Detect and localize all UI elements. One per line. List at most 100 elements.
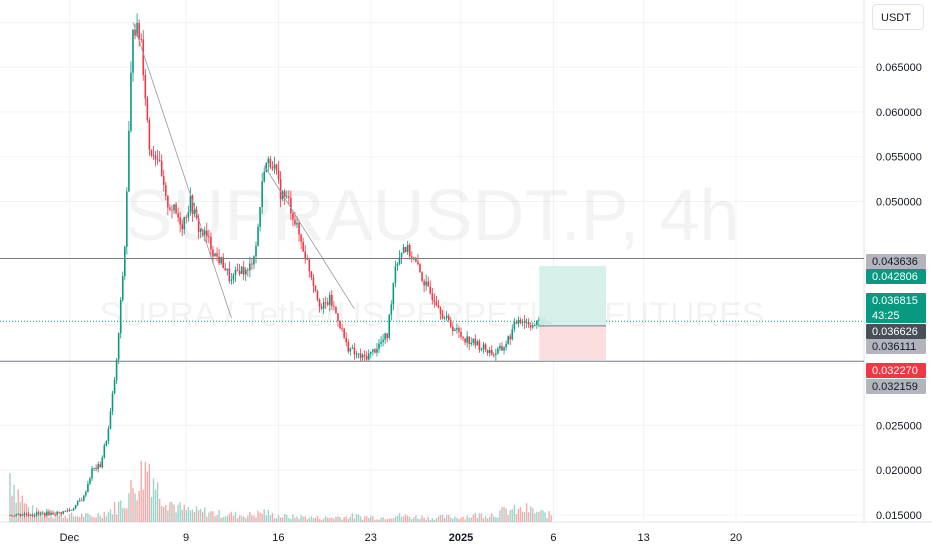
- candle-body: [15, 514, 17, 517]
- candle-body: [64, 510, 67, 512]
- volume-bar: [486, 518, 489, 522]
- volume-bar: [107, 512, 110, 522]
- volume-bar: [253, 515, 255, 522]
- candle-body: [130, 72, 132, 131]
- candle-body: [367, 353, 370, 360]
- candle-body: [288, 196, 290, 198]
- candle-body: [251, 263, 253, 265]
- candle-body: [68, 509, 71, 511]
- candle-body: [99, 464, 101, 468]
- candle-body: [425, 281, 427, 286]
- volume-bar: [236, 518, 239, 522]
- candle-body: [101, 457, 104, 468]
- volume-bar: [163, 506, 165, 522]
- volume-bar: [366, 516, 368, 522]
- candle-body: [257, 226, 259, 246]
- volume-bar: [177, 504, 179, 522]
- candle-body: [37, 512, 40, 514]
- volume-bar: [42, 516, 44, 522]
- candle-body: [62, 511, 65, 514]
- volume-bar: [472, 514, 474, 522]
- candle-body: [431, 293, 434, 300]
- position-stop-zone: [539, 325, 606, 361]
- volume-bar: [302, 516, 304, 522]
- volume-bar: [335, 516, 337, 522]
- volume-bar: [273, 518, 276, 522]
- candle-body: [58, 511, 60, 513]
- candle-body: [302, 241, 304, 252]
- candle-body: [326, 302, 329, 305]
- candle-body: [183, 216, 186, 230]
- candle-body: [419, 264, 421, 273]
- volume-bar: [536, 511, 538, 522]
- candle-body: [509, 336, 511, 340]
- candle-body: [474, 338, 477, 346]
- volume-bar: [136, 500, 138, 522]
- candle-body: [35, 512, 38, 516]
- currency-selector-button[interactable]: USDT: [872, 4, 924, 30]
- candle-body: [152, 155, 155, 157]
- volume-bar: [357, 514, 360, 522]
- volume-bar: [265, 515, 267, 522]
- candle-body: [42, 512, 44, 514]
- candle-body: [314, 285, 317, 292]
- candle-body: [322, 302, 325, 309]
- volume-bar: [331, 517, 333, 522]
- candle-body: [167, 195, 169, 208]
- candle-body: [435, 301, 438, 306]
- volume-bar: [257, 510, 259, 522]
- volume-bar: [271, 513, 274, 522]
- candle-body: [427, 281, 429, 287]
- volume-bar: [50, 516, 52, 522]
- volume-bar: [521, 511, 524, 522]
- candle-body: [119, 300, 122, 334]
- price-label-green: [866, 269, 926, 284]
- volume-bar: [251, 515, 253, 522]
- volume-bar: [279, 517, 282, 522]
- candle-body: [490, 349, 493, 355]
- price-label-text: 0.043636: [872, 256, 918, 268]
- volume-bar: [144, 461, 146, 522]
- candle-body: [361, 354, 364, 358]
- volume-bar: [48, 517, 50, 522]
- volume-bar: [437, 516, 440, 522]
- volume-bar: [146, 471, 149, 522]
- candle-body: [333, 306, 335, 307]
- candle-body: [175, 204, 177, 214]
- candle-body: [29, 515, 32, 516]
- candle-body: [222, 257, 224, 269]
- volume-bar: [202, 511, 204, 522]
- candle-body: [511, 329, 514, 340]
- candle-body: [538, 319, 540, 321]
- candle-body: [109, 411, 112, 429]
- candle-body: [265, 163, 268, 172]
- volume-bar: [230, 511, 233, 522]
- price-label-green-current: [866, 293, 926, 323]
- volume-bar: [386, 519, 388, 522]
- volume-bar: [281, 517, 284, 522]
- candle-body: [269, 158, 272, 168]
- candle-body: [515, 322, 518, 324]
- price-label-text: 0.036626: [872, 326, 918, 338]
- volume-bar: [474, 513, 477, 522]
- volume-bar: [515, 513, 518, 522]
- volume-bar: [431, 518, 433, 522]
- candle-body: [134, 29, 136, 36]
- volume-bar: [417, 518, 419, 522]
- volume-bar: [329, 517, 331, 522]
- candle-body: [501, 345, 503, 351]
- candle-body: [95, 467, 97, 470]
- volume-bar: [511, 509, 513, 522]
- candle-body: [191, 195, 194, 214]
- candle-body: [357, 353, 360, 355]
- candle-body: [445, 315, 448, 318]
- candle-body: [136, 22, 138, 36]
- candle-body: [19, 513, 22, 516]
- candle-body: [437, 305, 440, 308]
- candle-body: [25, 513, 28, 515]
- candle-body: [89, 478, 91, 484]
- volume-bar: [499, 510, 501, 522]
- candle-body: [93, 467, 95, 469]
- volume-bar: [441, 514, 444, 522]
